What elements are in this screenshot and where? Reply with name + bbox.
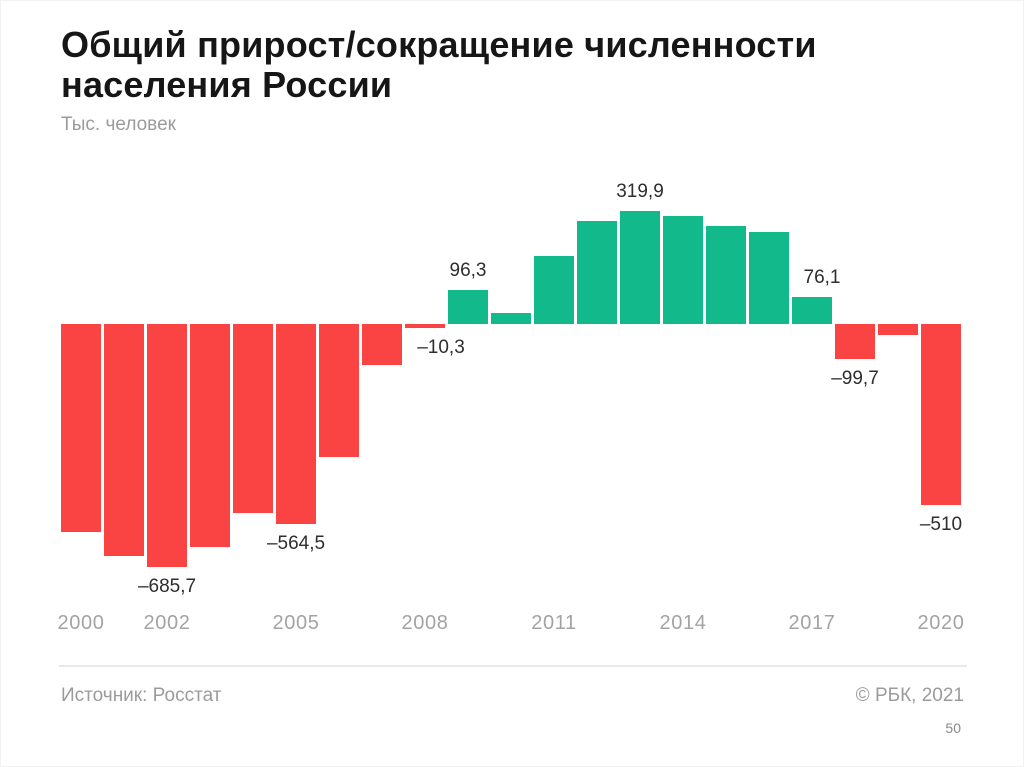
bar-2006	[319, 324, 359, 457]
x-axis-tick-2017: 2017	[788, 612, 836, 634]
x-axis-tick-2014: 2014	[659, 612, 707, 634]
copyright-label: © РБК, 2021	[855, 685, 964, 706]
chart-unit-label: Тыс. человек	[61, 114, 176, 135]
bar-2005	[276, 324, 316, 524]
bar-2012	[577, 221, 617, 324]
bar-2011	[534, 256, 574, 324]
x-axis-tick-2011: 2011	[531, 612, 577, 634]
bar-2003	[190, 324, 230, 548]
bar-2014	[663, 215, 703, 324]
bar-2010	[491, 312, 531, 324]
bar-label-2013: 319,9	[616, 180, 664, 202]
bar-2018	[835, 324, 875, 360]
x-axis-tick-2020: 2020	[917, 612, 965, 634]
bar-2016	[749, 232, 789, 324]
bar-2009	[448, 289, 488, 324]
bar-2000	[61, 324, 101, 532]
bar-label-2020: –510	[919, 513, 963, 535]
bar-label-2008: –10,3	[417, 336, 465, 358]
bar-2002	[147, 324, 187, 567]
page-title: Общий прирост/сокращение численности нас…	[61, 24, 817, 105]
footer-divider	[59, 665, 967, 667]
x-axis-tick-2008: 2008	[401, 612, 449, 634]
bar-2008	[405, 324, 445, 328]
bar-2013	[620, 210, 660, 324]
x-axis-tick-2000: 2000	[57, 612, 105, 634]
bar-label-2018: –99,7	[831, 368, 879, 390]
bar-2015	[706, 225, 746, 324]
bar-label-2002: –685,7	[137, 575, 197, 597]
page-number: 50	[945, 720, 961, 736]
x-axis-tick-2002: 2002	[143, 612, 191, 634]
x-axis-tick-2005: 2005	[272, 612, 320, 634]
bar-2017	[792, 297, 832, 324]
bar-2019	[878, 324, 918, 336]
bar-2020	[921, 324, 961, 505]
bar-2001	[104, 324, 144, 556]
bar-label-2009: 96,3	[449, 259, 487, 281]
bar-2007	[362, 324, 402, 365]
bar-2004	[233, 324, 273, 513]
bar-label-2005: –564,5	[266, 533, 326, 554]
source-label: Источник: Росстат	[61, 685, 222, 706]
bar-label-2017: 76,1	[803, 267, 841, 288]
